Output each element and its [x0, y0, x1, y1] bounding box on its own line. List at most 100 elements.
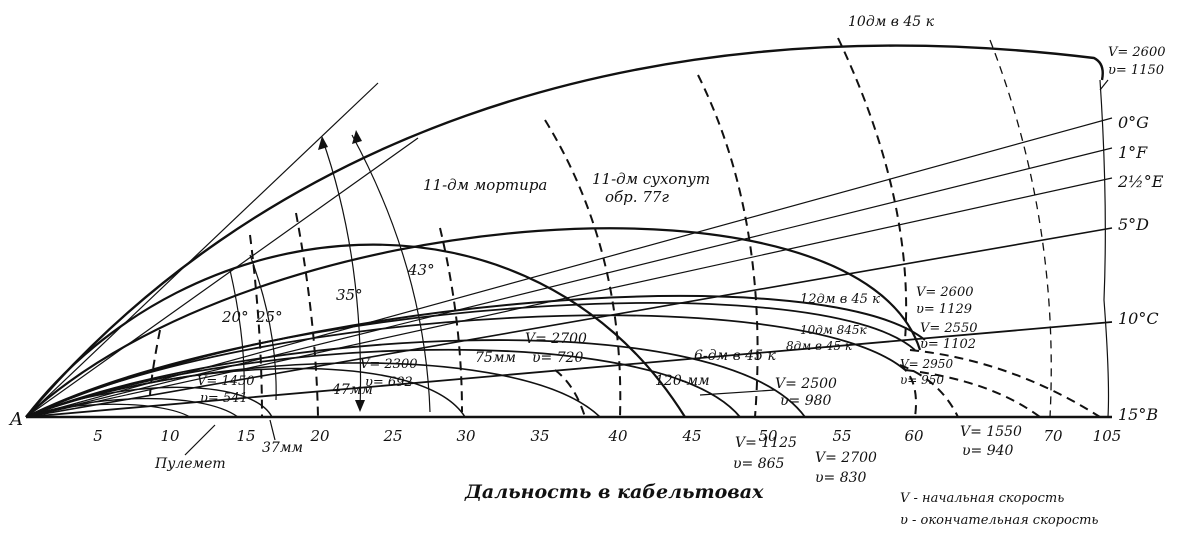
- range-arc-3: [149, 329, 161, 396]
- range-arc-7: [837, 37, 908, 341]
- x-tick-label: 15: [236, 427, 255, 445]
- elev-0G: 0°G: [1118, 113, 1149, 132]
- label-gun6: 6-дм в 45 к: [694, 348, 776, 364]
- range-arc-8: [989, 39, 1052, 418]
- x-tick-label: 25: [382, 427, 402, 445]
- label-gun37-v: υ= 541: [200, 391, 248, 406]
- arrow-head-43: [352, 130, 362, 144]
- label-c1-v: υ= 980: [780, 393, 832, 409]
- x-tick-label: 70: [1043, 427, 1063, 445]
- x-axis-title: Дальность в кабельтовах: [464, 481, 764, 503]
- trajectory-6dm: [25, 339, 806, 418]
- label-gun120: 120-мм: [655, 373, 710, 389]
- arrow-head-35: [318, 136, 328, 150]
- label-gun6-V: V= 2950: [900, 357, 953, 371]
- range-arc-9: [899, 364, 917, 418]
- arrow-head-35-bottom: [355, 400, 365, 412]
- right-border: [1099, 79, 1110, 418]
- trajectory-120mm: [25, 348, 741, 418]
- label-gun37: 37мм: [262, 440, 303, 456]
- x-tick-label: 30: [456, 427, 476, 445]
- label-gun10-V: V= 2600: [1108, 45, 1166, 60]
- x-tick-label: 105: [1093, 427, 1122, 445]
- label-gun12-V: V= 2600: [916, 285, 974, 300]
- legend-v: υ - окончательная скорость: [900, 513, 1099, 528]
- label-c2-V: V= 1125: [735, 435, 797, 451]
- ray-steep-2: [25, 137, 419, 418]
- origin-label: A: [8, 409, 23, 430]
- angle-arc-25: [249, 254, 277, 401]
- elev-15B: 15°B: [1118, 405, 1158, 424]
- pointer-mg: [184, 424, 216, 456]
- label-gun75-v: υ= 720: [532, 350, 584, 366]
- angle-20: 20°: [221, 308, 249, 326]
- label-gun75: 75мм: [475, 350, 516, 366]
- label-mortar: 11-дм мортира: [423, 176, 547, 194]
- ray-steep-1: [25, 82, 379, 418]
- trajectory-land11: [25, 227, 922, 418]
- elev-10C: 10°C: [1118, 309, 1159, 328]
- range-arc-1: [249, 234, 263, 418]
- label-c4-v: υ= 940: [962, 443, 1014, 459]
- label-gun37-V: V= 1450: [197, 374, 255, 389]
- angle-arc-43: [351, 134, 431, 413]
- legend-V: V - начальная скорость: [900, 491, 1064, 506]
- elev-1F: 1°F: [1118, 143, 1148, 162]
- label-mg: Пулемет: [154, 456, 226, 472]
- label-gun10: 10дм в 45 к: [848, 14, 935, 30]
- label-gun10b: 10дм 845к: [800, 323, 868, 337]
- label-c2-v: υ= 865: [733, 456, 785, 472]
- label-c3-V: V= 2700: [815, 450, 877, 466]
- trajectory-10dm-b: [25, 302, 916, 418]
- ray-5D: [25, 227, 1113, 418]
- label-gun8-v: υ= 1102: [920, 337, 976, 352]
- label-gun8: 8дм в 45 к: [786, 339, 853, 353]
- elev-5D: 5°D: [1118, 215, 1149, 234]
- range-arc-5: [544, 119, 622, 418]
- elev-25E: 2½°E: [1117, 172, 1164, 191]
- trajectory-10dm: [25, 44, 1104, 418]
- label-c1-V: V= 2500: [775, 376, 837, 392]
- pointer-c1: [699, 389, 776, 396]
- range-arc-4: [439, 227, 463, 413]
- label-gun47-V: V= 2300: [360, 357, 418, 372]
- trajectory-short: [25, 403, 191, 418]
- angle-arc-20: [229, 269, 245, 396]
- range-arc-6: [697, 74, 759, 418]
- label-gun12-v: υ= 1129: [916, 302, 972, 317]
- angle-arc-35: [321, 137, 362, 411]
- label-gun47: 47мм: [331, 382, 373, 398]
- label-c3-v: υ= 830: [815, 470, 867, 486]
- x-tick-label: 55: [832, 427, 851, 445]
- range-arc-2: [295, 212, 319, 418]
- trajectory-37mm: [25, 386, 273, 418]
- label-gun8-V: V= 2550: [920, 321, 978, 336]
- label-gun12: 12дм в 45 к: [800, 292, 880, 307]
- x-tick-label: 50: [758, 427, 778, 445]
- trajectory-8dm: [25, 314, 906, 418]
- pointer-37: [269, 419, 276, 441]
- label-gun75-V: V= 2700: [525, 331, 587, 347]
- label-c4-V: V= 1550: [960, 424, 1022, 440]
- x-ticks: 5 10 15 20 25 30 35 40 45 50 55 60 70 105: [93, 427, 1121, 445]
- x-tick-label: 40: [607, 427, 628, 445]
- dash-ext-2: [904, 369, 1041, 418]
- ray-10C: [25, 321, 1113, 418]
- x-tick-label: 5: [93, 427, 103, 445]
- ray-25E: [25, 177, 1113, 418]
- trajectory-mortar: [25, 243, 686, 418]
- x-tick-label: 10: [160, 427, 180, 445]
- x-tick-label: 60: [904, 427, 924, 445]
- x-tick-label: 45: [681, 427, 701, 445]
- pointer-gun10-arc: [1099, 79, 1109, 91]
- ray-1F: [25, 147, 1113, 418]
- dash-ext-3: [899, 364, 959, 418]
- angle-25: 25°: [255, 308, 283, 326]
- x-tick-label: 20: [309, 427, 330, 445]
- label-land11-1: 11-дм сухопут: [592, 170, 710, 188]
- x-tick-label: 35: [530, 427, 549, 445]
- trajectory-47mm: [25, 367, 466, 418]
- dash-ext-4: [554, 369, 586, 418]
- label-land11-2: обр. 77г: [605, 188, 669, 206]
